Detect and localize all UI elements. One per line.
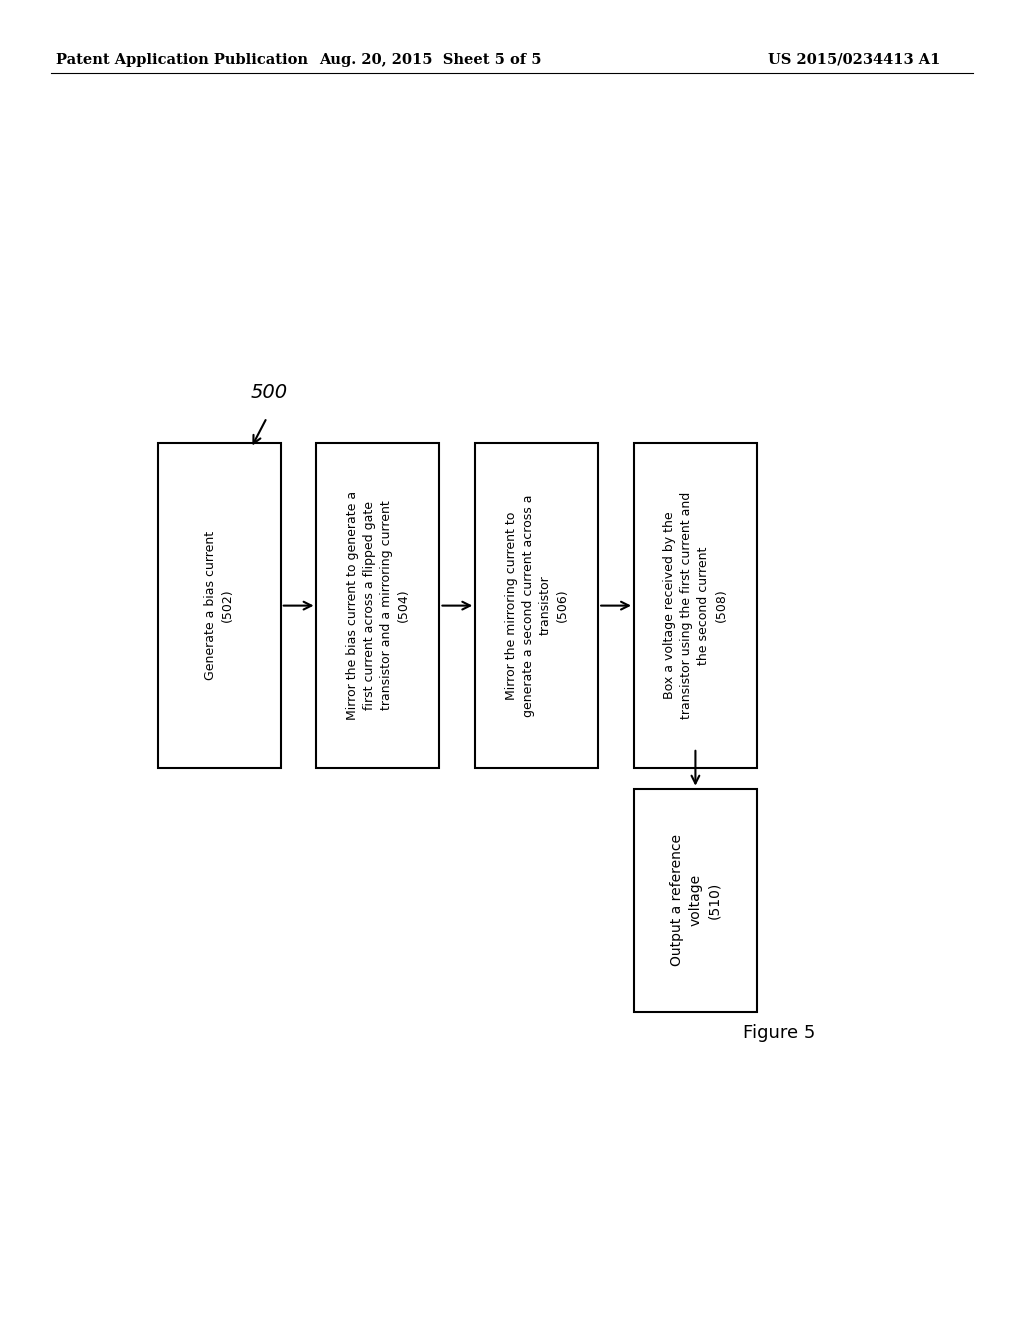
Text: Patent Application Publication: Patent Application Publication [56, 53, 308, 67]
Bar [634, 444, 757, 768]
Text: 500: 500 [251, 383, 288, 403]
Text: US 2015/0234413 A1: US 2015/0234413 A1 [768, 53, 940, 67]
Bar [158, 444, 281, 768]
Text: Figure 5: Figure 5 [742, 1023, 815, 1041]
Bar [634, 788, 757, 1012]
Text: Mirror the bias current to generate a
first current across a flipped gate
transi: Mirror the bias current to generate a fi… [346, 491, 410, 721]
Text: Output a reference
voltage
(510): Output a reference voltage (510) [670, 834, 721, 966]
Text: Mirror the mirroring current to
generate a second current across a
transistor
(5: Mirror the mirroring current to generate… [505, 495, 568, 717]
Bar [475, 444, 598, 768]
Bar [316, 444, 439, 768]
Text: Aug. 20, 2015  Sheet 5 of 5: Aug. 20, 2015 Sheet 5 of 5 [318, 53, 542, 67]
Text: Box a voltage received by the
transistor using the first current and
the second : Box a voltage received by the transistor… [664, 492, 727, 719]
Text: Generate a bias current
(502): Generate a bias current (502) [204, 531, 234, 680]
